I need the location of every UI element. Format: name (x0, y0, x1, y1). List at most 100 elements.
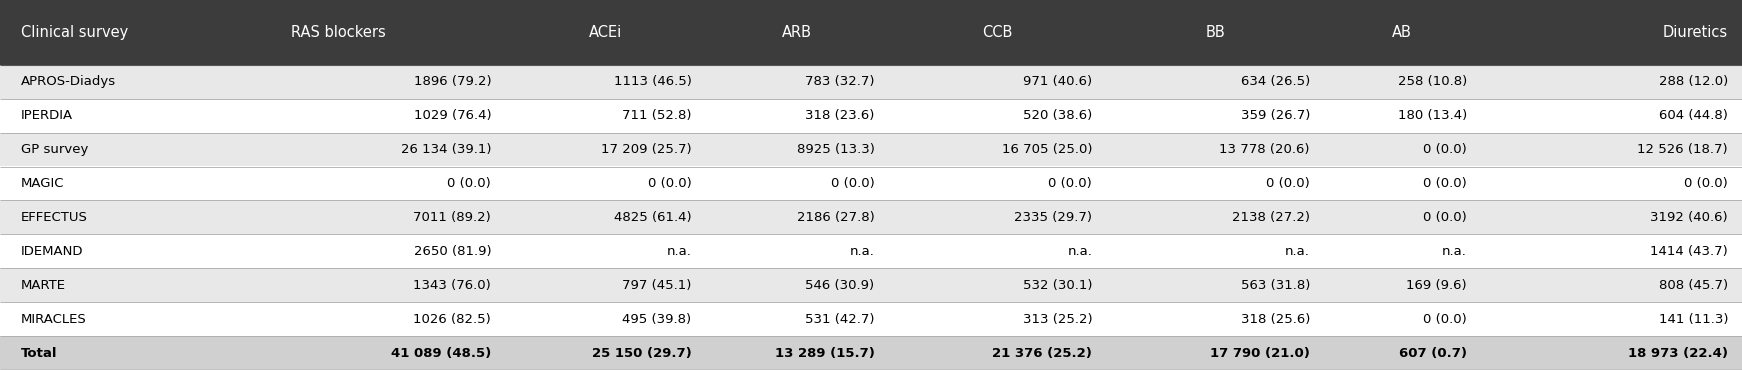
Bar (0, 268, 270, 302)
Bar (505, 166, 706, 201)
Text: 21 376 (25.2): 21 376 (25.2) (993, 347, 1092, 360)
Text: 532 (30.1): 532 (30.1) (1023, 279, 1092, 292)
Bar (0, 234, 270, 268)
Bar (505, 234, 706, 268)
Text: 18 973 (22.4): 18 973 (22.4) (1629, 347, 1728, 360)
Bar (270, 268, 505, 302)
Bar (1481, 302, 1742, 336)
Text: 2650 (81.9): 2650 (81.9) (413, 245, 491, 258)
Bar (1324, 268, 1481, 302)
Bar (0, 166, 270, 201)
Text: 634 (26.5): 634 (26.5) (1240, 75, 1310, 88)
Text: 520 (38.6): 520 (38.6) (1023, 109, 1092, 122)
Bar (505, 336, 706, 370)
Text: 0 (0.0): 0 (0.0) (448, 177, 491, 190)
Bar (270, 99, 505, 132)
Text: 4825 (61.4): 4825 (61.4) (613, 211, 692, 224)
Bar (888, 99, 1106, 132)
Bar (706, 234, 888, 268)
Bar (706, 65, 888, 99)
Bar (1481, 166, 1742, 201)
Text: n.a.: n.a. (1286, 245, 1310, 258)
Text: RAS blockers: RAS blockers (291, 25, 385, 40)
Text: IDEMAND: IDEMAND (21, 245, 84, 258)
Text: 180 (13.4): 180 (13.4) (1397, 109, 1467, 122)
Bar (0, 65, 270, 99)
Text: 3192 (40.6): 3192 (40.6) (1650, 211, 1728, 224)
Bar (706, 201, 888, 234)
Text: MAGIC: MAGIC (21, 177, 64, 190)
Bar (270, 132, 505, 166)
Bar (1324, 65, 1481, 99)
Text: 25 150 (29.7): 25 150 (29.7) (592, 347, 692, 360)
Text: 0 (0.0): 0 (0.0) (1423, 211, 1467, 224)
Text: 563 (31.8): 563 (31.8) (1240, 279, 1310, 292)
Text: 16 705 (25.0): 16 705 (25.0) (1002, 143, 1092, 156)
Bar (706, 132, 888, 166)
Text: 971 (40.6): 971 (40.6) (1023, 75, 1092, 88)
Text: 2186 (27.8): 2186 (27.8) (796, 211, 874, 224)
Text: Clinical survey: Clinical survey (21, 25, 129, 40)
Bar (505, 99, 706, 132)
Text: MARTE: MARTE (21, 279, 66, 292)
Text: 2335 (29.7): 2335 (29.7) (1014, 211, 1092, 224)
Text: 546 (30.9): 546 (30.9) (805, 279, 874, 292)
Bar (1481, 99, 1742, 132)
Bar (1481, 65, 1742, 99)
Bar (888, 65, 1106, 99)
Text: 0 (0.0): 0 (0.0) (1423, 143, 1467, 156)
Bar (0, 336, 270, 370)
Bar (1106, 166, 1324, 201)
Bar (0, 132, 270, 166)
Text: 0 (0.0): 0 (0.0) (1423, 313, 1467, 326)
Text: 359 (26.7): 359 (26.7) (1240, 109, 1310, 122)
Text: 141 (11.3): 141 (11.3) (1658, 313, 1728, 326)
Text: 1896 (79.2): 1896 (79.2) (413, 75, 491, 88)
Text: 13 778 (20.6): 13 778 (20.6) (1219, 143, 1310, 156)
Text: 808 (45.7): 808 (45.7) (1658, 279, 1728, 292)
Text: ACEi: ACEi (589, 25, 622, 40)
Text: 0 (0.0): 0 (0.0) (1685, 177, 1728, 190)
Text: 288 (12.0): 288 (12.0) (1658, 75, 1728, 88)
Text: AB: AB (1392, 25, 1413, 40)
Text: CCB: CCB (982, 25, 1012, 40)
Text: 26 134 (39.1): 26 134 (39.1) (401, 143, 491, 156)
Text: 17 209 (25.7): 17 209 (25.7) (601, 143, 692, 156)
Text: IPERDIA: IPERDIA (21, 109, 73, 122)
Bar (505, 302, 706, 336)
Text: 2138 (27.2): 2138 (27.2) (1232, 211, 1310, 224)
Text: Total: Total (21, 347, 57, 360)
Text: 169 (9.6): 169 (9.6) (1406, 279, 1467, 292)
Text: n.a.: n.a. (1442, 245, 1467, 258)
Bar (888, 302, 1106, 336)
Bar (1324, 336, 1481, 370)
Bar (888, 166, 1106, 201)
Text: 258 (10.8): 258 (10.8) (1397, 75, 1467, 88)
Text: 1343 (76.0): 1343 (76.0) (413, 279, 491, 292)
Bar (1324, 99, 1481, 132)
Text: 0 (0.0): 0 (0.0) (648, 177, 692, 190)
Bar (1324, 0, 1481, 65)
Bar (1481, 336, 1742, 370)
Text: BB: BB (1205, 25, 1225, 40)
Bar (0, 302, 270, 336)
Bar (1481, 201, 1742, 234)
Text: 495 (39.8): 495 (39.8) (622, 313, 692, 326)
Text: 797 (45.1): 797 (45.1) (622, 279, 692, 292)
Bar (706, 336, 888, 370)
Bar (1324, 302, 1481, 336)
Text: MIRACLES: MIRACLES (21, 313, 87, 326)
Text: 783 (32.7): 783 (32.7) (805, 75, 874, 88)
Bar (1106, 336, 1324, 370)
Bar (706, 268, 888, 302)
Bar (270, 302, 505, 336)
Bar (270, 201, 505, 234)
Text: Diuretics: Diuretics (1664, 25, 1728, 40)
Text: 1113 (46.5): 1113 (46.5) (613, 75, 692, 88)
Bar (270, 234, 505, 268)
Text: 0 (0.0): 0 (0.0) (1266, 177, 1310, 190)
Text: 318 (23.6): 318 (23.6) (805, 109, 874, 122)
Bar (888, 201, 1106, 234)
Bar (1481, 268, 1742, 302)
Text: 1029 (76.4): 1029 (76.4) (413, 109, 491, 122)
